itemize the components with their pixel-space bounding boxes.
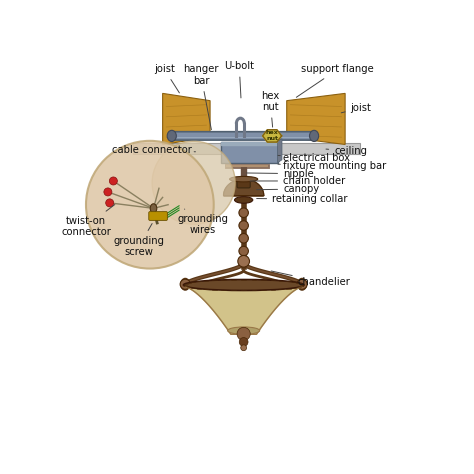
Circle shape — [241, 345, 246, 351]
Ellipse shape — [167, 130, 176, 141]
Text: hex
nut: hex nut — [266, 130, 279, 141]
Text: chandelier: chandelier — [271, 271, 351, 287]
Circle shape — [239, 246, 248, 256]
FancyBboxPatch shape — [237, 178, 250, 188]
Circle shape — [239, 234, 248, 243]
Ellipse shape — [183, 280, 304, 291]
Circle shape — [104, 188, 112, 196]
Text: grounding
screw: grounding screw — [113, 224, 164, 257]
Bar — [133, 143, 360, 154]
Polygon shape — [185, 287, 302, 334]
Text: electrical box: electrical box — [278, 154, 350, 164]
Text: fixture mounting bar: fixture mounting bar — [278, 161, 386, 172]
Polygon shape — [287, 93, 345, 145]
Text: ceiling: ceiling — [326, 146, 367, 156]
Bar — [221, 142, 278, 163]
Circle shape — [237, 328, 250, 340]
Polygon shape — [221, 142, 278, 145]
Ellipse shape — [235, 197, 253, 203]
Text: U-bolt: U-bolt — [224, 62, 254, 98]
Circle shape — [180, 279, 191, 289]
Polygon shape — [163, 93, 210, 145]
Text: nipple: nipple — [246, 169, 314, 179]
Text: hanger
bar: hanger bar — [183, 64, 219, 130]
Circle shape — [86, 141, 214, 269]
Text: canopy: canopy — [256, 184, 319, 194]
Circle shape — [106, 199, 114, 207]
Polygon shape — [185, 287, 302, 334]
Text: support flange: support flange — [296, 64, 374, 97]
FancyBboxPatch shape — [173, 132, 313, 140]
Circle shape — [239, 337, 248, 346]
Circle shape — [239, 221, 248, 230]
Polygon shape — [241, 167, 246, 178]
Text: joist: joist — [154, 64, 179, 93]
Ellipse shape — [229, 176, 258, 182]
Ellipse shape — [228, 327, 260, 334]
Circle shape — [109, 177, 118, 185]
Circle shape — [239, 208, 248, 218]
Ellipse shape — [310, 130, 319, 141]
Text: chain holder: chain holder — [250, 176, 346, 186]
Polygon shape — [224, 179, 264, 196]
Text: cable connector: cable connector — [111, 145, 195, 155]
Text: grounding
wires: grounding wires — [177, 209, 228, 236]
FancyBboxPatch shape — [149, 211, 167, 220]
Circle shape — [238, 255, 249, 267]
Circle shape — [152, 141, 235, 224]
Ellipse shape — [150, 204, 157, 213]
Text: joist: joist — [341, 103, 372, 113]
Text: hex
nut: hex nut — [261, 91, 280, 127]
Text: twist-on
connector: twist-on connector — [61, 205, 115, 237]
Text: retaining collar: retaining collar — [256, 194, 347, 204]
Polygon shape — [263, 130, 282, 142]
Polygon shape — [278, 138, 282, 163]
Circle shape — [297, 279, 307, 289]
